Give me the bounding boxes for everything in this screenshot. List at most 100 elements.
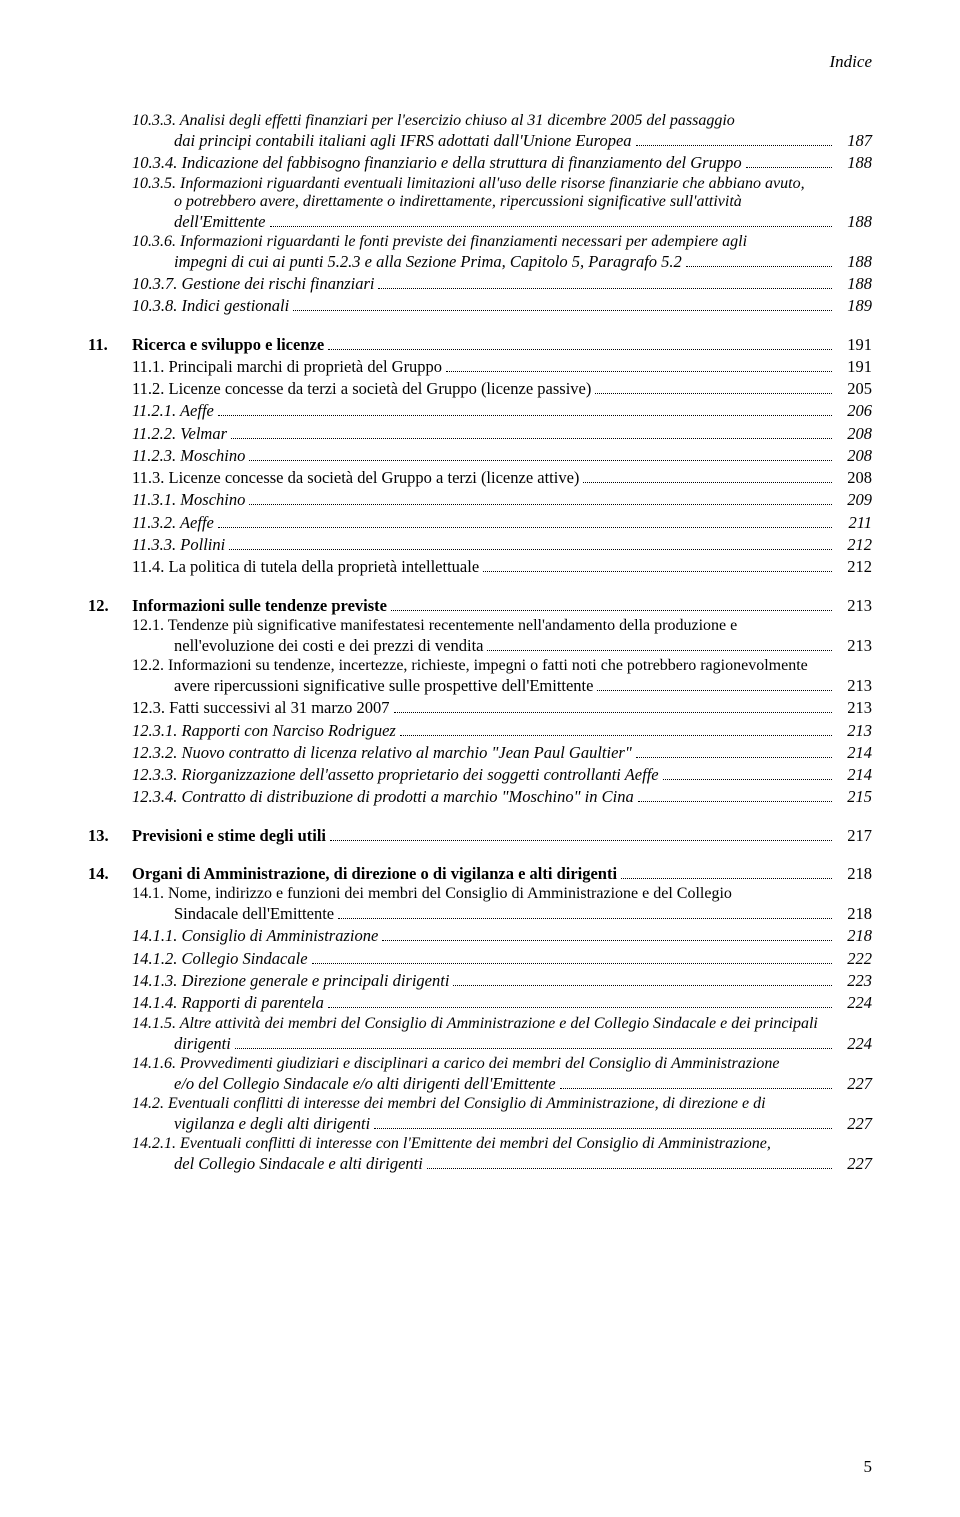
toc-entry-cont: dai principi contabili italiani agli IFR… [88,130,872,152]
toc-text: 11.2.3. Moschino [132,445,245,467]
toc-dots [746,152,832,168]
toc-dots [394,697,832,713]
toc-text: Sindacale dell'Emittente [174,903,334,925]
toc-dots [378,273,832,289]
section-title-row: 14. Organi di Amministrazione, di direzi… [88,863,872,885]
toc-entry: 14.1.2. Collegio Sindacale 222 [88,948,872,970]
toc-text: 14.1.1. Consiglio di Amministrazione [132,925,378,947]
toc-text: 14.1.2. Collegio Sindacale [132,948,308,970]
toc-text: 10.3.8. Indici gestionali [132,295,289,317]
toc-text: dai principi contabili italiani agli IFR… [174,130,632,152]
toc-page: 191 [836,356,872,378]
toc-entry-cont: nell'evoluzione dei costi e dei prezzi d… [88,635,872,657]
section-number: 13. [88,825,132,847]
toc-text: 11.2.2. Velmar [132,423,227,445]
toc-entry: 12.3. Fatti successivi al 31 marzo 2007 … [88,697,872,719]
toc-entry: 10.3.8. Indici gestionali 189 [88,295,872,317]
toc-text: 12.2. Informazioni su tendenze, incertez… [132,657,808,674]
toc-text: 14.2. Eventuali conflitti di interesse d… [132,1095,766,1112]
toc-text: 11.2. Licenze concesse da terzi a societ… [132,378,591,400]
toc-entry: 11.4. La politica di tutela della propri… [88,556,872,578]
section-title-row: 13. Previsioni e stime degli utili 217 [88,825,872,847]
section-12: 12. Informazioni sulle tendenze previste… [88,595,872,809]
toc-dots [636,130,832,146]
toc-text: 14.1.6. Provvedimenti giudiziari e disci… [132,1055,780,1072]
toc-page: 218 [836,863,872,885]
toc-dots [663,764,832,780]
toc-dots [330,825,832,841]
toc-text: dirigenti [174,1033,231,1055]
toc-page: 188 [836,273,872,295]
toc-entry: 10.3.3. Analisi degli effetti finanziari… [88,112,872,130]
toc-dots [382,926,832,942]
toc-page: 206 [836,400,872,422]
toc-content: 10.3.3. Analisi degli effetti finanziari… [88,112,872,1176]
toc-text: 12.3.1. Rapporti con Narciso Rodriguez [132,720,396,742]
section-number: 11. [88,334,132,356]
toc-dots [338,903,832,919]
section-11: 11. Ricerca e sviluppo e licenze 191 11.… [88,334,872,579]
toc-text: 10.3.4. Indicazione del fabbisogno finan… [132,152,742,174]
toc-dots [560,1073,832,1089]
toc-dots [293,295,832,311]
toc-dots [583,467,832,483]
toc-text: 10.3.3. Analisi degli effetti finanziari… [132,112,735,129]
toc-page: 227 [836,1113,872,1135]
toc-text: 10.3.6. Informazioni riguardanti le font… [132,233,747,250]
toc-text: 12.3.2. Nuovo contratto di licenza relat… [132,742,632,764]
toc-entry: 11.2.3. Moschino 208 [88,445,872,467]
toc-entry-cont: dirigenti 224 [88,1033,872,1055]
toc-entry: 12.3.1. Rapporti con Narciso Rodriguez 2… [88,720,872,742]
toc-text: avere ripercussioni significative sulle … [174,675,593,697]
toc-entry-cont: o potrebbero avere, direttamente o indir… [88,193,872,211]
toc-text: 11.4. La politica di tutela della propri… [132,556,479,578]
toc-entry: 14.1.4. Rapporti di parentela 224 [88,992,872,1014]
toc-dots [249,445,832,461]
toc-page: 211 [836,512,872,534]
toc-text: 10.3.7. Gestione dei rischi finanziari [132,273,374,295]
toc-entry: 11.3.3. Pollini 212 [88,534,872,556]
toc-page: 208 [836,467,872,489]
toc-page: 212 [836,534,872,556]
toc-text: nell'evoluzione dei costi e dei prezzi d… [174,635,483,657]
toc-text: 14.1.4. Rapporti di parentela [132,992,324,1014]
toc-dots [218,512,832,528]
page-number: 5 [864,1457,873,1477]
toc-page: 187 [836,130,872,152]
toc-page: 209 [836,489,872,511]
toc-text: 11.2.1. Aeffe [132,400,214,422]
toc-page: 227 [836,1153,872,1175]
section-title: Informazioni sulle tendenze previste [132,595,387,617]
toc-dots [636,742,832,758]
toc-dots [270,211,833,227]
toc-entry-cont: dell'Emittente 188 [88,211,872,233]
toc-entry-cont: avere ripercussioni significative sulle … [88,675,872,697]
section-14: 14. Organi di Amministrazione, di direzi… [88,863,872,1176]
toc-entry: 11.2.2. Velmar 208 [88,423,872,445]
toc-dots [249,490,832,506]
toc-page: 227 [836,1073,872,1095]
toc-dots [453,970,832,986]
toc-dots [483,556,832,572]
toc-entry: 12.3.2. Nuovo contratto di licenza relat… [88,742,872,764]
toc-dots [328,334,832,350]
toc-dots [487,635,832,651]
toc-entry-cont: vigilanza e degli alti dirigenti 227 [88,1113,872,1135]
section-number: 12. [88,595,132,617]
toc-dots [312,948,832,964]
toc-dots [328,992,832,1008]
toc-text: 10.3.5. Informazioni riguardanti eventua… [132,175,805,192]
toc-dots [597,675,832,691]
toc-entry: 14.1. Nome, indirizzo e funzioni dei mem… [88,885,872,903]
toc-dots [686,251,832,267]
toc-entry: 10.3.7. Gestione dei rischi finanziari 1… [88,273,872,295]
toc-page: 188 [836,211,872,233]
toc-page: 191 [836,334,872,356]
toc-text: e/o del Collegio Sindacale e/o alti diri… [174,1073,556,1095]
toc-page: 214 [836,764,872,786]
toc-page: 213 [836,635,872,657]
toc-entry-cont: Sindacale dell'Emittente 218 [88,903,872,925]
toc-text: 11.3.3. Pollini [132,534,225,556]
toc-page: 213 [836,720,872,742]
toc-entry: 14.2.1. Eventuali conflitti di interesse… [88,1135,872,1153]
